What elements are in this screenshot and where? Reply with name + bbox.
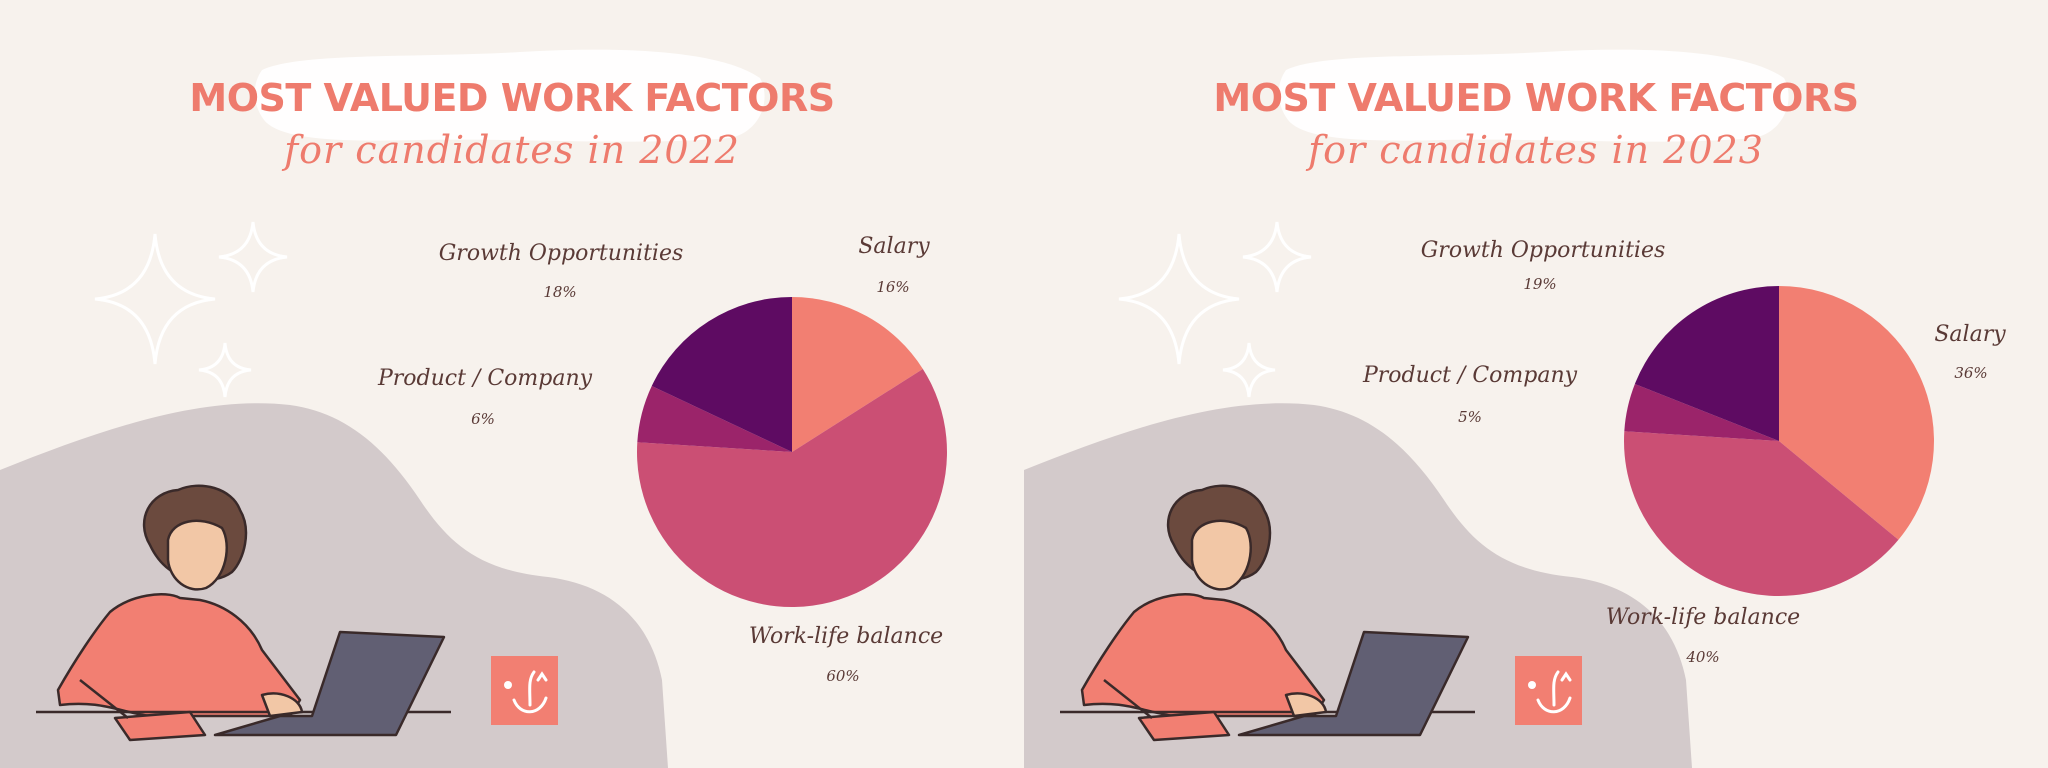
woman-laptop-illustration <box>1060 484 1475 742</box>
slice-value-product-company: 6% <box>471 410 495 428</box>
notebook <box>1137 710 1231 742</box>
slice-label-growth-opportunities: Growth Opportunities <box>438 241 684 266</box>
slice-value-work-life-balance: 40% <box>1686 648 1720 666</box>
pie-slice-work-life-balance <box>1624 431 1899 596</box>
slice-label-product-company: Product / Company <box>1362 363 1578 388</box>
pie-slice-salary <box>1779 286 1934 540</box>
sparkle-icons <box>1118 221 1312 398</box>
woman-laptop-illustration <box>36 484 451 742</box>
slice-label-work-life-balance: Work-life balance <box>748 624 944 649</box>
slice-value-growth-opportunities: 19% <box>1523 275 1557 293</box>
company-logo <box>1515 656 1582 725</box>
slice-label-product-company: Product / Company <box>377 366 593 391</box>
shirt <box>1080 593 1326 718</box>
slice-value-salary: 16% <box>876 278 910 296</box>
notebook <box>113 710 207 742</box>
pie-slice-growth-opportunities <box>651 297 792 452</box>
pie-chart <box>637 297 947 607</box>
pie-chart <box>1624 286 1934 596</box>
slice-value-product-company: 5% <box>1458 408 1482 426</box>
sparkle-icons <box>94 221 288 398</box>
pie-slice-product-company <box>637 386 792 452</box>
title-brush-highlight <box>254 49 765 142</box>
sparkle-icon <box>218 221 288 293</box>
face <box>1190 519 1252 591</box>
shirt <box>56 593 302 718</box>
slice-label-salary: Salary <box>858 234 930 259</box>
slice-label-work-life-balance: Work-life balance <box>1605 605 1801 630</box>
slice-label-salary: Salary <box>1934 322 2006 347</box>
pen <box>79 679 129 719</box>
pie-slice-work-life-balance <box>637 368 947 607</box>
laptop <box>1237 630 1470 737</box>
slice-label-growth-opportunities: Growth Opportunities <box>1420 238 1666 263</box>
laptop <box>213 630 446 737</box>
background-art <box>1024 49 1789 768</box>
chart-panel-2022: MOST VALUED WORK FACTORS for candidates … <box>0 49 947 768</box>
chart-subtitle: for candidates in 2023 <box>1308 128 1764 172</box>
pie-slice-product-company <box>1624 383 1779 441</box>
slice-value-growth-opportunities: 18% <box>543 283 577 301</box>
sparkle-icon <box>94 233 216 365</box>
sparkle-icon <box>1222 342 1276 398</box>
sparkle-icon <box>1118 233 1240 365</box>
face <box>166 519 228 591</box>
title-brush-highlight <box>1278 49 1789 142</box>
slice-value-salary: 36% <box>1954 364 1988 382</box>
company-logo <box>491 656 558 725</box>
chart-panel-2023: MOST VALUED WORK FACTORS for candidates … <box>1024 0 2048 768</box>
chart-subtitle: for candidates in 2022 <box>284 128 740 172</box>
pie-slice-growth-opportunities <box>1634 286 1779 441</box>
hand <box>260 692 304 718</box>
slice-value-work-life-balance: 60% <box>826 667 860 685</box>
pen <box>1103 679 1153 719</box>
background-art <box>0 49 765 768</box>
chart-title: MOST VALUED WORK FACTORS <box>189 76 835 120</box>
sparkle-icon <box>1242 221 1312 293</box>
chart-title: MOST VALUED WORK FACTORS <box>1213 76 1859 120</box>
sparkle-icon <box>198 342 252 398</box>
hand <box>1284 692 1328 718</box>
pie-slice-salary <box>792 297 923 452</box>
